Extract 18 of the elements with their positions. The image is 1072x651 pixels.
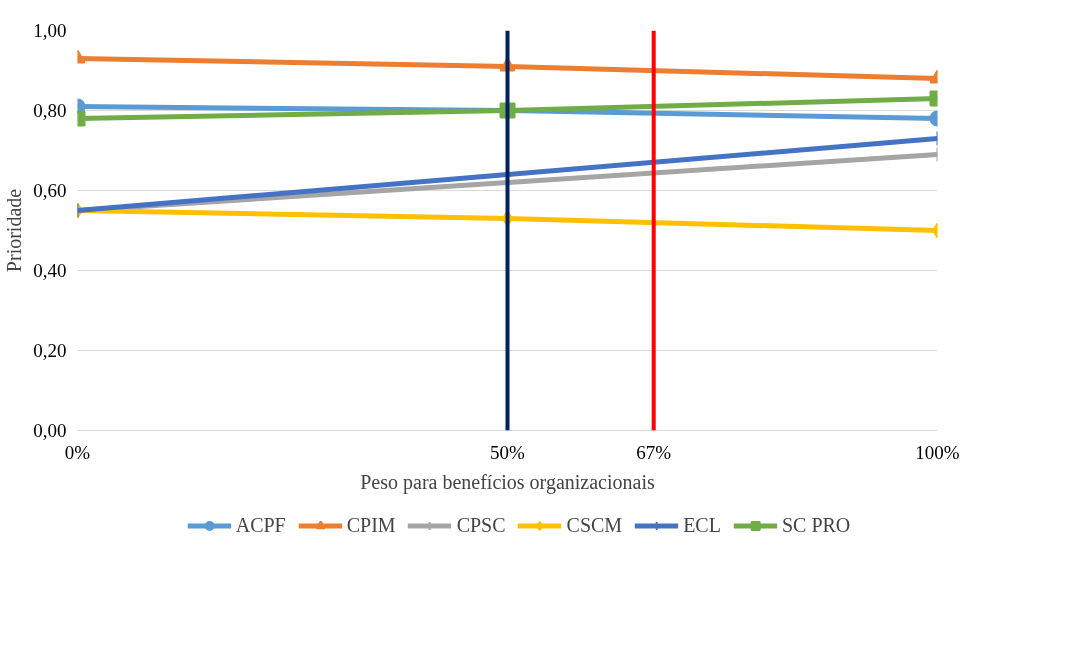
x-tick-label: 0% (64, 441, 91, 463)
x-axis-title: Peso para benefícios organizacionais (360, 470, 655, 494)
legend-label: SC PRO (781, 513, 851, 537)
legend-label: CPSC (456, 513, 506, 537)
y-tick-label: 0,00 (33, 420, 67, 441)
legend-label: CSCM (566, 513, 623, 537)
legend-label: ECL (683, 513, 721, 537)
y-axis-title: Prioridade (3, 188, 26, 273)
y-tick-label: 0,80 (33, 100, 67, 121)
y-tick-label: 0,40 (33, 260, 67, 281)
ref-line-label: 67% (636, 441, 672, 463)
x-tick-label: 50% (490, 441, 526, 463)
y-tick-label: 0,60 (33, 180, 67, 201)
y-tick-label: 0,20 (33, 340, 67, 361)
y-tick-label: 1,00 (33, 20, 67, 41)
x-tick-label: 100% (915, 441, 960, 463)
legend-label: CPIM (346, 513, 396, 537)
legend-label: ACPF (235, 513, 286, 537)
